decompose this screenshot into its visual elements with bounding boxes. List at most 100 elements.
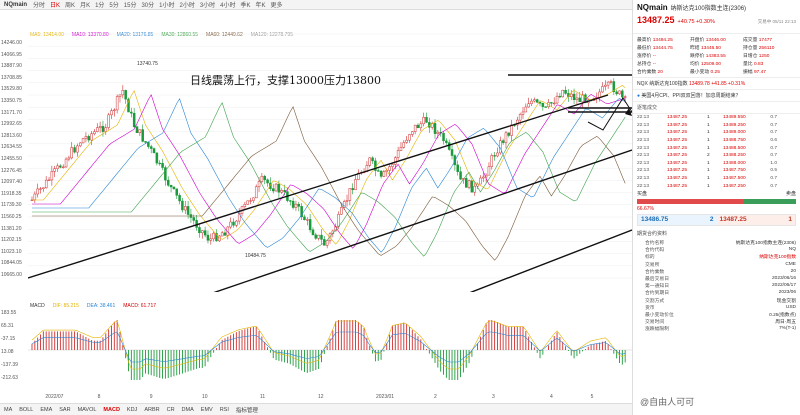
period-tab[interactable]: 分时 xyxy=(33,3,46,9)
candle-body xyxy=(198,227,201,234)
indicator-tab[interactable]: CR xyxy=(166,406,175,413)
bid-cell[interactable]: 13486.75 2 xyxy=(638,214,717,225)
ma-line xyxy=(32,84,626,245)
price-tick-label: 14066.95 xyxy=(1,51,22,58)
period-tab[interactable]: 1小时 xyxy=(159,3,175,9)
period-tab[interactable]: 30分 xyxy=(141,3,155,9)
chart-toolbar: NQmain 分时 日K 周K 月K 1分 5分 15分 30分 1小时 2小时 3小时 4小时 季K 年… xyxy=(0,0,632,10)
contract-row: 最小变动价位 0.25(指数点) xyxy=(637,311,796,318)
tick-level-vol: 0.6 xyxy=(770,138,777,144)
contract-row: 交易所 CME xyxy=(637,261,796,268)
indicator-tab[interactable]: EMV xyxy=(200,406,213,413)
candle-body xyxy=(101,126,105,132)
tick-row: 22:13 13487.25 1 13488.500 0.7 xyxy=(637,144,796,152)
kline-chart[interactable]: MA5: 13414.00 MA10: 13370.80 MA20: 13176.8… xyxy=(0,10,632,405)
candle-body xyxy=(73,147,76,153)
macd-legend-item: MACD xyxy=(30,303,45,309)
candle-body xyxy=(501,140,505,143)
buy-ratio-fill xyxy=(637,198,743,204)
period-tab[interactable]: 日K xyxy=(50,3,61,9)
macd-legend: MACD DIF: 85.215 DEA: 38.461 MACD: 61.717 xyxy=(30,303,156,309)
candle-body xyxy=(430,123,434,128)
tick-time: 22:13 xyxy=(637,138,650,144)
candle-body xyxy=(138,129,142,134)
indicator-tab[interactable]: DMA xyxy=(181,406,194,413)
candle-body xyxy=(396,150,400,158)
period-tab[interactable]: 更多 xyxy=(270,3,283,9)
candle-body xyxy=(155,152,159,164)
tick-time: 22:13 xyxy=(637,168,650,174)
candle-body xyxy=(152,148,156,154)
tick-level-vol: 0.5 xyxy=(770,168,777,174)
candle-body xyxy=(533,99,536,102)
indicator-tab[interactable]: BOLL xyxy=(19,406,34,413)
indicator-tab[interactable]: EMA xyxy=(40,406,53,413)
period-tab[interactable]: 周K xyxy=(65,3,76,9)
candle-body xyxy=(223,232,227,236)
indicator-tab[interactable]: SAR xyxy=(59,406,71,413)
time-tick-label: 2022/07 xyxy=(45,394,64,400)
tick-price: 13487.25 xyxy=(667,183,688,189)
tick-level-vol: 0.7 xyxy=(770,183,777,189)
indicator-tab[interactable]: 指标管理 xyxy=(235,407,258,414)
candlestick-plot[interactable] xyxy=(28,30,632,292)
candle-body xyxy=(394,157,397,165)
macd-plot[interactable] xyxy=(28,310,632,388)
stat-key: 振幅 xyxy=(743,70,753,75)
tick-section-title: 逐笔成交 xyxy=(633,102,800,114)
period-tab[interactable]: 3小时 xyxy=(199,3,216,9)
contract-key: 合约到期日 xyxy=(645,291,669,297)
period-tab[interactable]: 1分 xyxy=(95,3,105,9)
contract-value: 20 xyxy=(790,268,796,274)
candle-body xyxy=(442,132,445,142)
candle-body xyxy=(274,183,278,192)
indicator-tab[interactable]: MA xyxy=(4,406,13,413)
candle-body xyxy=(544,106,547,108)
period-tab[interactable]: 4小时 xyxy=(220,3,236,9)
tick-price: 13487.25 xyxy=(667,153,688,159)
candle-body xyxy=(538,102,542,104)
macd-axis: 183.55 65.31 -37.15 13.08 -137.39 -212.63 xyxy=(0,310,28,390)
time-tick-label: 10 xyxy=(202,394,208,400)
indicator-tab[interactable]: ARBR xyxy=(144,406,160,413)
candle-body xyxy=(172,186,176,190)
indicator-tab[interactable]: KDJ xyxy=(126,406,138,413)
stat-item: 持仓量 256110 xyxy=(743,44,796,51)
candle-body xyxy=(254,186,258,199)
candle-body xyxy=(44,179,48,189)
candle-body xyxy=(147,142,150,147)
candle-body xyxy=(64,158,68,168)
toolbar-symbol[interactable]: NQmain xyxy=(4,1,28,8)
period-tab[interactable]: 月K xyxy=(80,3,91,9)
tick-row: 22:13 13487.25 1 13489.250 0.7 xyxy=(637,122,796,130)
stat-key: 合约乘数 xyxy=(637,70,657,75)
tick-level-vol: 0.7 xyxy=(770,122,777,128)
price-tick-label: 11918.35 xyxy=(1,190,22,197)
indicator-tab[interactable]: MACD xyxy=(103,406,120,413)
indicator-tab[interactable]: RSI xyxy=(219,406,229,413)
related-index[interactable]: NQX 纳斯达克100指数 13489.78 +41.85 +0.31% xyxy=(633,78,800,90)
period-tab[interactable]: 季K xyxy=(240,3,251,9)
period-tab[interactable]: 5分 xyxy=(109,3,119,9)
period-tab[interactable]: 年K xyxy=(255,3,266,9)
tick-qty: 1 xyxy=(707,138,710,144)
candle-body xyxy=(379,170,383,177)
news-icon: ● xyxy=(637,93,641,99)
chart-annotation: 日线震荡上行，支撑13000压力13800 xyxy=(190,74,381,87)
candle-body xyxy=(365,165,369,173)
news-headline[interactable]: ● 美国4月CPI、PPI双双回落！加息周期结束？ xyxy=(633,90,800,102)
contract-key: 涨跌幅限制 xyxy=(645,327,669,333)
stat-key: 均价 xyxy=(690,62,700,67)
candle-body xyxy=(555,95,559,104)
contract-value[interactable]: 纳斯达克100指数 xyxy=(759,255,796,261)
period-tab[interactable]: 2小时 xyxy=(179,3,195,9)
price-tick-label: 11202.15 xyxy=(1,237,22,244)
period-tab[interactable]: 15分 xyxy=(123,3,137,9)
ask-cell[interactable]: 13487.25 1 xyxy=(716,214,795,225)
contract-key: 交易时间 xyxy=(645,320,665,326)
price-tick-label: 13350.75 xyxy=(1,98,22,104)
price-tick-label: 11560.25 xyxy=(1,214,22,220)
candle-body xyxy=(118,94,122,97)
indicator-tab[interactable]: MAVOL xyxy=(77,406,97,413)
contract-value: 7%(T-1) xyxy=(778,326,796,332)
